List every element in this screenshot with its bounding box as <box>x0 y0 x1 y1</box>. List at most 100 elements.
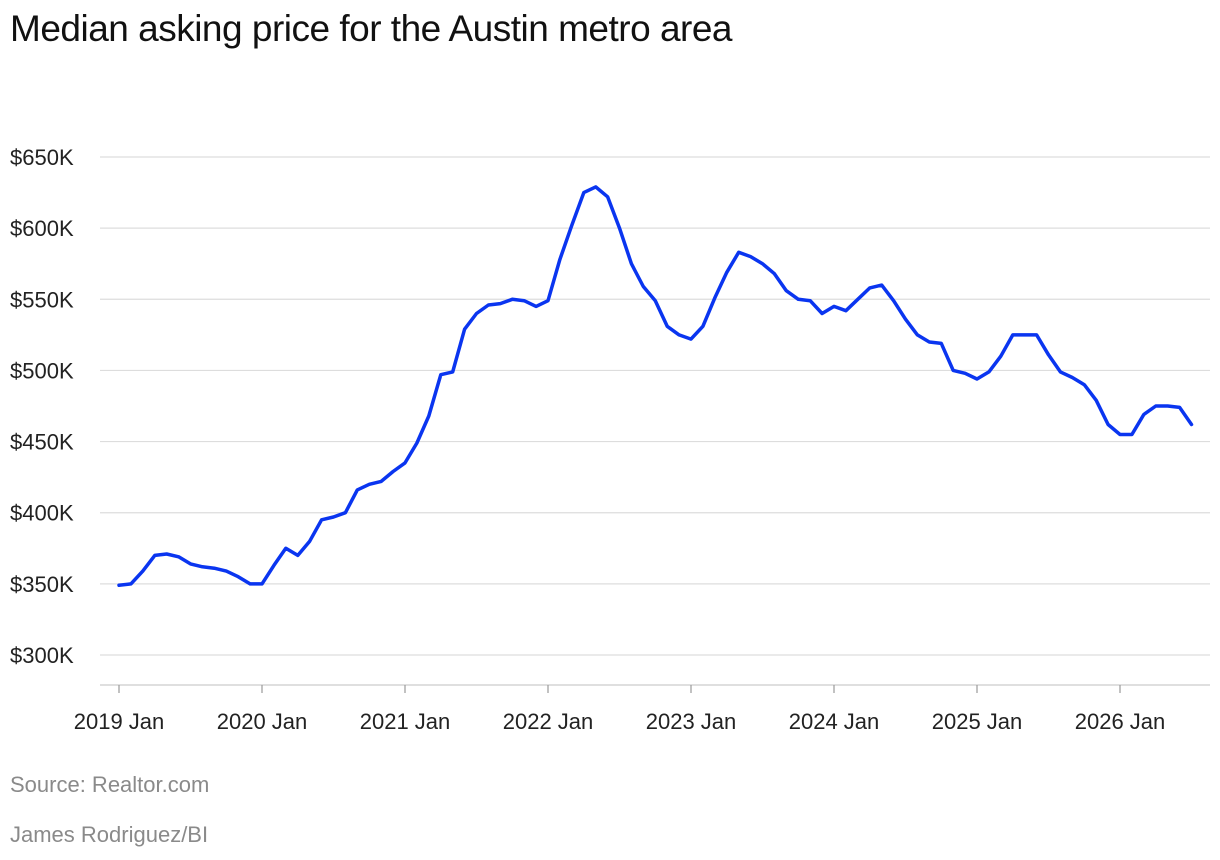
data-point <box>1166 404 1170 408</box>
data-point <box>701 324 705 328</box>
series-layer <box>117 185 1194 588</box>
data-point <box>796 297 800 301</box>
data-point <box>212 566 216 570</box>
data-point <box>904 317 908 321</box>
data-point <box>737 250 741 254</box>
data-point <box>641 285 645 289</box>
data-point <box>367 482 371 486</box>
data-point <box>498 302 502 306</box>
data-point <box>439 373 443 377</box>
data-point <box>558 257 562 261</box>
data-point <box>153 553 157 557</box>
data-point <box>284 546 288 550</box>
y-tick-label: $300K <box>10 643 74 668</box>
data-point <box>1118 433 1122 437</box>
data-point <box>689 337 693 341</box>
data-point <box>272 563 276 567</box>
data-point <box>820 312 824 316</box>
data-point <box>594 185 598 189</box>
data-point <box>856 297 860 301</box>
data-point <box>486 303 490 307</box>
data-point <box>677 333 681 337</box>
data-point <box>534 304 538 308</box>
x-tick-label: 2026 Jan <box>1075 709 1166 734</box>
x-tick-label: 2021 Jan <box>360 709 451 734</box>
data-point <box>1142 413 1146 417</box>
data-point <box>236 575 240 579</box>
data-point <box>808 299 812 303</box>
data-point <box>987 370 991 374</box>
data-point <box>725 270 729 274</box>
data-point <box>451 370 455 374</box>
data-point <box>784 289 788 293</box>
data-point <box>379 479 383 483</box>
data-point <box>618 226 622 230</box>
data-point <box>415 441 419 445</box>
data-point <box>117 583 121 587</box>
data-point <box>1058 370 1062 374</box>
data-point <box>522 299 526 303</box>
data-point <box>975 377 979 381</box>
data-point <box>403 461 407 465</box>
y-tick-label: $600K <box>10 216 74 241</box>
data-point <box>427 414 431 418</box>
data-point <box>963 371 967 375</box>
data-point <box>832 304 836 308</box>
y-tick-label: $500K <box>10 358 74 383</box>
data-point <box>1106 423 1110 427</box>
data-point <box>1130 433 1134 437</box>
data-point <box>510 297 514 301</box>
grid-lines <box>100 156 1210 656</box>
y-tick-label: $650K <box>10 145 74 170</box>
data-point <box>761 262 765 266</box>
line-chart: $300K $350K $400K $450K $500K $550K $600K $650K… <box>10 145 1210 734</box>
data-point <box>189 562 193 566</box>
data-point <box>868 286 872 290</box>
x-tick-label: 2022 Jan <box>503 709 594 734</box>
data-point <box>1070 376 1074 380</box>
x-axis: 2019 Jan 2020 Jan 2021 Jan 2022 Jan 2023 Jan… <box>74 684 1210 734</box>
data-point <box>391 470 395 474</box>
x-tick-label: 2020 Jan <box>217 709 308 734</box>
data-point <box>343 511 347 515</box>
data-point <box>129 582 133 586</box>
data-point <box>308 539 312 543</box>
data-point <box>772 272 776 276</box>
y-axis: $300K $350K $400K $450K $500K $550K $600K $650K <box>10 145 74 668</box>
data-point <box>927 340 931 344</box>
x-tick-label: 2024 Jan <box>789 709 880 734</box>
data-point <box>1035 333 1039 337</box>
data-point <box>260 582 264 586</box>
data-point <box>844 309 848 313</box>
data-point <box>1094 398 1098 402</box>
y-tick-label: $550K <box>10 287 74 312</box>
chart-title: Median asking price for the Austin metro… <box>10 8 733 49</box>
x-tick-label: 2023 Jan <box>646 709 737 734</box>
data-point <box>200 565 204 569</box>
data-point <box>1082 383 1086 387</box>
data-point <box>713 296 717 300</box>
data-point <box>296 553 300 557</box>
data-point <box>355 488 359 492</box>
data-point <box>546 299 550 303</box>
data-point <box>1011 333 1015 337</box>
data-point <box>141 569 145 573</box>
data-point <box>248 582 252 586</box>
x-tick-label: 2025 Jan <box>932 709 1023 734</box>
data-point <box>749 255 753 259</box>
source-note: Source: Realtor.com <box>10 772 210 797</box>
data-point <box>320 518 324 522</box>
data-point <box>939 341 943 345</box>
credit-note: James Rodriguez/BI <box>10 822 209 847</box>
data-point <box>1190 423 1194 427</box>
series-line <box>117 185 1194 588</box>
data-point <box>999 354 1003 358</box>
data-point <box>1178 405 1182 409</box>
data-point <box>629 262 633 266</box>
data-point <box>463 327 467 331</box>
data-point <box>892 299 896 303</box>
data-point <box>332 515 336 519</box>
data-point <box>880 283 884 287</box>
y-tick-label: $450K <box>10 430 74 455</box>
data-point <box>1154 404 1158 408</box>
